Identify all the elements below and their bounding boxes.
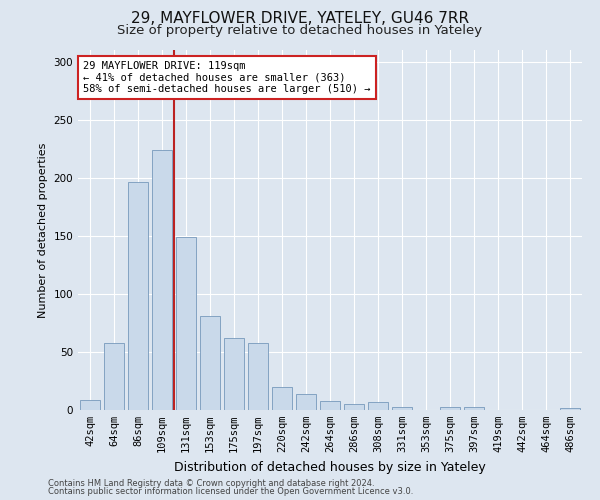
Bar	[272, 387, 292, 410]
Bar	[368, 402, 388, 410]
Bar	[80, 400, 100, 410]
Bar	[200, 316, 220, 410]
Text: Size of property relative to detached houses in Yateley: Size of property relative to detached ho…	[118, 24, 482, 37]
Y-axis label: Number of detached properties: Number of detached properties	[38, 142, 48, 318]
Text: 29, MAYFLOWER DRIVE, YATELEY, GU46 7RR: 29, MAYFLOWER DRIVE, YATELEY, GU46 7RR	[131, 11, 469, 26]
Text: Contains public sector information licensed under the Open Government Licence v3: Contains public sector information licen…	[48, 487, 413, 496]
Bar	[440, 406, 460, 410]
Bar	[296, 394, 316, 410]
Bar	[128, 182, 148, 410]
X-axis label: Distribution of detached houses by size in Yateley: Distribution of detached houses by size …	[174, 460, 486, 473]
Bar	[176, 237, 196, 410]
Bar	[320, 400, 340, 410]
Bar	[152, 150, 172, 410]
Bar	[464, 406, 484, 410]
Bar	[392, 406, 412, 410]
Bar	[560, 408, 580, 410]
Text: 29 MAYFLOWER DRIVE: 119sqm
← 41% of detached houses are smaller (363)
58% of sem: 29 MAYFLOWER DRIVE: 119sqm ← 41% of deta…	[83, 61, 371, 94]
Text: Contains HM Land Registry data © Crown copyright and database right 2024.: Contains HM Land Registry data © Crown c…	[48, 478, 374, 488]
Bar	[344, 404, 364, 410]
Bar	[248, 342, 268, 410]
Bar	[104, 342, 124, 410]
Bar	[224, 338, 244, 410]
